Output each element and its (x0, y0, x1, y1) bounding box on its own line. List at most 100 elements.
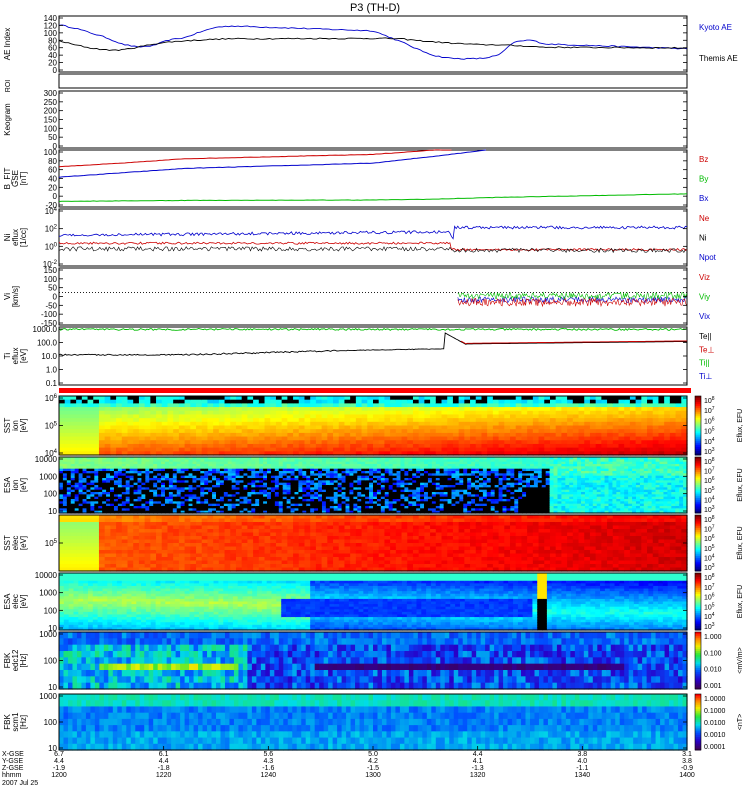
ae-ytick-label: 40 (48, 51, 57, 60)
footer-y-gse-value: 4.1 (473, 758, 483, 765)
fbk-e-colorbar-label: 0.001 (704, 683, 722, 690)
bfgm-ytick-label: 0 (53, 192, 58, 201)
esa-elec-colorbar-label: 104 (704, 612, 715, 621)
ae-ytick-label: 80 (48, 36, 57, 45)
fbk-e-colorbar-label: 0.010 (704, 667, 722, 674)
ae-ytick-label: 120 (44, 21, 58, 30)
footer-y-gse-value: 4.3 (263, 758, 273, 765)
sst-ion-colorbar-label: 103 (704, 447, 715, 456)
fbk-b-colorbar-frame (694, 693, 702, 751)
roi-frame (58, 73, 688, 89)
footer-z-gse-value: -1.5 (367, 765, 379, 772)
fbk-e-ytick-label: 100 (44, 657, 58, 666)
sst-elec-colorbar-label: 106 (704, 534, 715, 543)
ae-legend-kyoto: Kyoto AE (699, 23, 732, 32)
temperature-ytick-label: 0.1 (46, 379, 58, 388)
esa-ion-colorbar (695, 457, 701, 514)
esa-elec-ylabel: [eV] (19, 594, 28, 608)
sst-ion-colorbar-label: 107 (704, 406, 715, 415)
esa-ion-cells (59, 457, 688, 514)
bfgm-ylabel: GSE (11, 170, 20, 187)
fbk-e-ylabel: FBK (3, 652, 12, 668)
esa-ion-colorbar-title: Eflux, EFU (737, 468, 744, 501)
density-legend-0: Ne (699, 214, 710, 223)
temperature-legend-0: Te|| (699, 332, 712, 341)
bfgm-legend-0: Bz (699, 155, 708, 164)
sst-ion-ylabel: SST (3, 418, 12, 434)
sst-ion-colorbar-label: 105 (704, 427, 715, 436)
temperature-ytick-label: 10.0 (41, 352, 57, 361)
esa-ion-colorbar-label: 107 (704, 467, 715, 476)
velocity-ytick-label: 100 (44, 275, 58, 284)
footer-x-gse-value: 6.1 (159, 751, 169, 758)
velocity-ytick-label: -150 (41, 319, 58, 328)
footer-hhmm-value: 1200 (51, 772, 67, 779)
temperature-series-te-perp (460, 340, 687, 345)
temperature-series-ti-par (58, 327, 688, 331)
fbk-b-colorbar-label: 0.0100 (704, 720, 726, 727)
esa-elec-ytick-label: 100 (44, 606, 58, 615)
keogram-ytick-label: 200 (44, 107, 58, 116)
footer-label-x-gse: X-GSE (2, 751, 24, 758)
fbk-b-ytick-label: 100 (44, 718, 58, 727)
footer-hhmm-value: 1340 (575, 772, 591, 779)
sst-ion-colorbar-label: 108 (704, 396, 715, 405)
esa-elec-ytick-label: 1000 (39, 589, 57, 598)
esa-elec-ylabel: ESA (3, 593, 12, 610)
fbk-b-ylabel: FBK (3, 714, 12, 730)
esa-ion-ytick-label: 10000 (35, 455, 58, 464)
fbk-e-colorbar-frame (694, 631, 702, 690)
keogram-ytick-label: 0 (53, 142, 58, 151)
footer-hhmm-value: 1300 (365, 772, 381, 779)
sst-ion-ylabel: [eV] (19, 418, 28, 432)
footer-date: 2007 Jul 25 (2, 780, 38, 787)
velocity-ytick-label: 0 (53, 293, 58, 302)
density-ytick-label: 10-2 (43, 260, 58, 269)
fbk-b-colorbar-title: <nT> (737, 714, 744, 730)
footer-hhmm-value: 1220 (156, 772, 172, 779)
fbk-e-ylabel: edc12 (11, 649, 20, 671)
velocity-legend-1: Viy (699, 293, 710, 302)
temperature-ylabel: Ti (3, 353, 12, 360)
sst-elec-ylabel: SST (3, 535, 12, 551)
footer-x-gse-value: 4.4 (473, 751, 483, 758)
esa-ion-ylabel: ion (11, 480, 20, 491)
keogram-ylabel: Keogram (3, 103, 12, 136)
fbk-b-ytick-label: 1000 (39, 692, 57, 701)
sst-elec-colorbar-label: 103 (704, 563, 715, 572)
bfgm-ytick-label: -20 (45, 201, 57, 210)
density-series-ne (58, 241, 688, 252)
mode-bar (59, 388, 691, 393)
fbk-b-colorbar (695, 694, 701, 751)
keogram-ytick-label: 250 (44, 98, 58, 107)
ae-ytick-label: 60 (48, 44, 57, 53)
sst-elec-colorbar-label: 107 (704, 525, 715, 534)
sst-elec-colorbar-title: Eflux, EFU (737, 526, 744, 559)
esa-ion-frame (58, 456, 688, 514)
footer-z-gse-value: -1.6 (262, 765, 274, 772)
esa-elec-colorbar-label: 105 (704, 602, 715, 611)
density-ylabel: Ni (3, 234, 12, 242)
sst-ion-colorbar (695, 396, 701, 456)
footer-z-gse-value: -1.1 (576, 765, 588, 772)
esa-elec-colorbar (695, 573, 701, 631)
esa-elec-ytick-label: 10000 (35, 571, 58, 580)
sst-elec-cells (59, 515, 688, 572)
sst-ion-ytick-label: 104 (45, 449, 58, 458)
footer-y-gse-value: 4.4 (159, 758, 169, 765)
esa-elec-colorbar-label: 108 (704, 573, 715, 582)
esa-ion-ylabel: [eV] (19, 478, 28, 492)
footer-hhmm-value: 1400 (679, 772, 695, 779)
ae-ytick-label: 20 (48, 59, 57, 68)
density-series-npot (58, 246, 688, 254)
ae-series-kyoto (58, 24, 688, 60)
fbk-b-ylabel: [Hz] (19, 715, 28, 729)
fbk-b-colorbar-label: 0.1000 (704, 708, 726, 715)
bfgm-legend-2: Bx (699, 194, 708, 203)
keogram-ytick-label: 100 (44, 124, 58, 133)
ae-ytick-label: 140 (44, 14, 58, 23)
velocity-ylabel: [km/s] (11, 286, 20, 307)
footer-z-gse-value: -1.8 (158, 765, 170, 772)
velocity-legend-2: Vix (699, 312, 710, 321)
